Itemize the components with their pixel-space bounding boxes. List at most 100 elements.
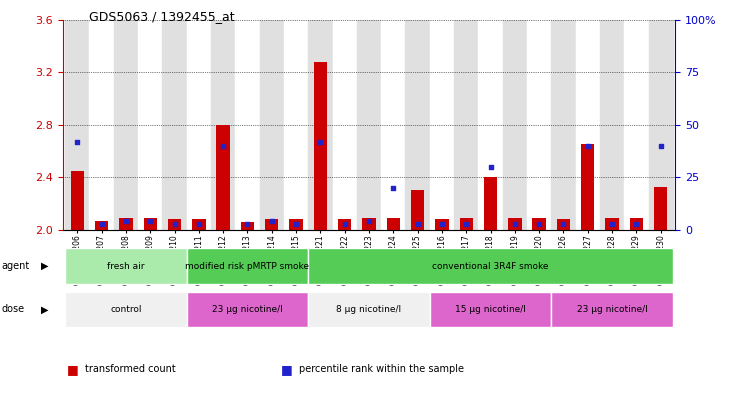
Bar [551, 20, 576, 230]
Point [461, 220, 472, 227]
Bar [114, 20, 138, 230]
Point [436, 220, 448, 227]
Text: 8 μg nicotine/l: 8 μg nicotine/l [337, 305, 401, 314]
Text: ▶: ▶ [41, 305, 48, 314]
Bar [649, 20, 673, 230]
Bar [430, 292, 551, 327]
Bar [308, 292, 430, 327]
Bar [89, 20, 114, 230]
Bar [581, 145, 594, 230]
Point [266, 219, 277, 225]
Text: 15 μg nicotine/l: 15 μg nicotine/l [455, 305, 526, 314]
Bar [241, 222, 254, 230]
Point [655, 143, 666, 149]
Bar [435, 219, 449, 230]
Text: dose: dose [1, 305, 24, 314]
Point [96, 220, 108, 227]
Text: ▶: ▶ [41, 261, 48, 271]
Bar [527, 20, 551, 230]
Point [120, 219, 132, 225]
Bar [265, 219, 278, 230]
Bar [430, 20, 454, 230]
Bar [162, 20, 187, 230]
Bar [551, 292, 673, 327]
Bar [478, 20, 503, 230]
Bar [630, 218, 643, 230]
Bar [65, 292, 187, 327]
Point [241, 220, 253, 227]
Point [193, 220, 204, 227]
Bar [484, 177, 497, 230]
Text: fresh air: fresh air [107, 262, 145, 271]
Text: 23 μg nicotine/l: 23 μg nicotine/l [576, 305, 647, 314]
Bar [600, 20, 624, 230]
Bar [605, 218, 618, 230]
Point [387, 185, 399, 191]
Bar [138, 20, 162, 230]
Bar [338, 219, 351, 230]
Text: GDS5063 / 1392455_at: GDS5063 / 1392455_at [89, 10, 234, 23]
Point [582, 143, 593, 149]
Bar [454, 20, 478, 230]
Bar [65, 248, 187, 284]
Point [217, 143, 229, 149]
Bar [71, 171, 84, 230]
Bar [235, 20, 260, 230]
Point [145, 219, 156, 225]
Bar [460, 218, 473, 230]
Point [534, 220, 545, 227]
Bar [576, 20, 600, 230]
Bar [624, 20, 649, 230]
Text: conventional 3R4F smoke: conventional 3R4F smoke [432, 262, 549, 271]
Bar [503, 20, 527, 230]
Bar [284, 20, 308, 230]
Point [169, 220, 181, 227]
Bar [144, 218, 157, 230]
Bar [187, 248, 308, 284]
Bar [289, 219, 303, 230]
Bar [168, 219, 182, 230]
Point [339, 220, 351, 227]
Point [509, 220, 521, 227]
Point [363, 219, 375, 225]
Text: agent: agent [1, 261, 30, 271]
Bar [411, 191, 424, 230]
Bar [556, 219, 570, 230]
Text: ■: ■ [280, 363, 292, 376]
Bar [654, 187, 667, 230]
Bar [65, 20, 89, 230]
Point [290, 220, 302, 227]
Bar [314, 62, 327, 230]
Text: ■: ■ [66, 363, 78, 376]
Bar [187, 292, 308, 327]
Bar [187, 20, 211, 230]
Bar [362, 218, 376, 230]
Bar [211, 20, 235, 230]
Point [485, 163, 497, 170]
Text: percentile rank within the sample: percentile rank within the sample [299, 364, 464, 375]
Bar [532, 218, 546, 230]
Text: transformed count: transformed count [85, 364, 176, 375]
Bar [308, 20, 333, 230]
Bar [95, 221, 108, 230]
Text: 23 μg nicotine/l: 23 μg nicotine/l [212, 305, 283, 314]
Bar [508, 218, 522, 230]
Text: control: control [110, 305, 142, 314]
Bar [120, 218, 133, 230]
Bar [308, 248, 673, 284]
Text: modified risk pMRTP smoke: modified risk pMRTP smoke [185, 262, 309, 271]
Point [630, 220, 642, 227]
Point [314, 138, 326, 145]
Bar [333, 20, 357, 230]
Point [606, 220, 618, 227]
Bar [357, 20, 381, 230]
Point [72, 138, 83, 145]
Bar [216, 125, 230, 230]
Point [412, 220, 424, 227]
Bar [192, 219, 206, 230]
Bar [381, 20, 405, 230]
Bar [260, 20, 284, 230]
Bar [405, 20, 430, 230]
Bar [387, 218, 400, 230]
Point [557, 220, 569, 227]
